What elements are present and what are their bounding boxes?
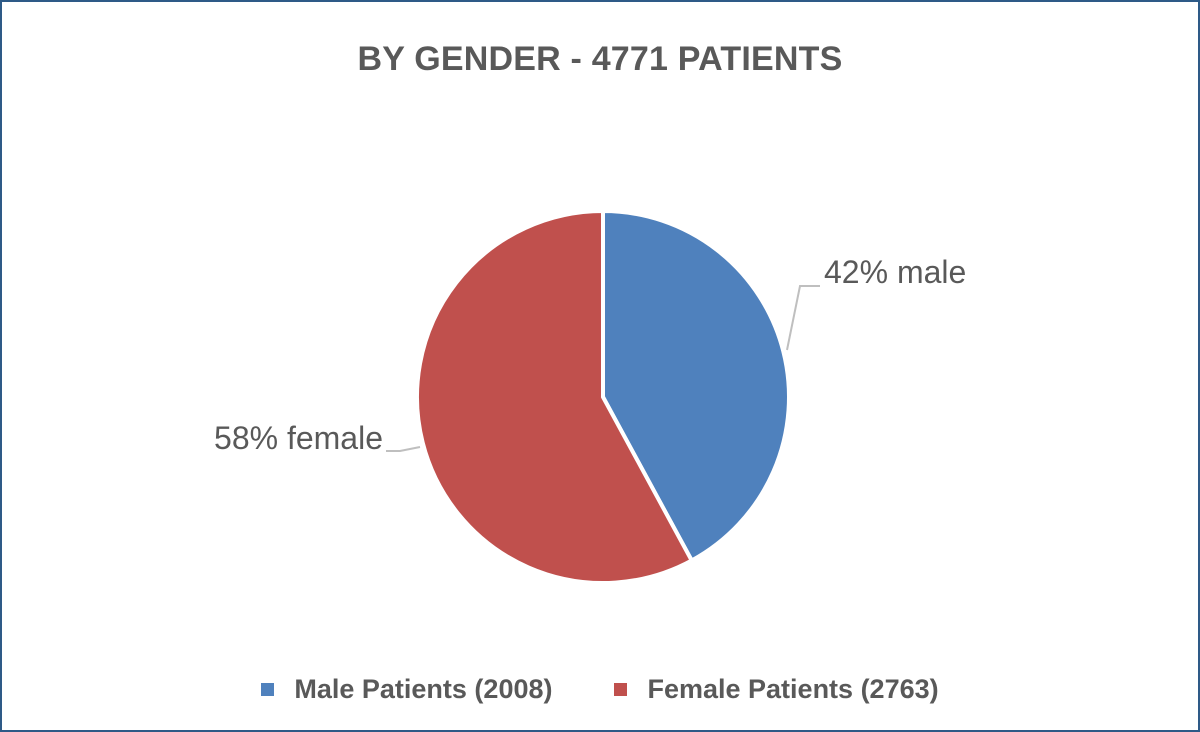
pie-slice-female [415, 209, 694, 585]
legend-item-female: Female Patients (2763) [614, 674, 939, 705]
chart-title: BY GENDER - 4771 PATIENTS [357, 40, 843, 78]
legend-label-male: Male Patients (2008) [294, 674, 553, 704]
legend-item-male: Male Patients (2008) [261, 674, 552, 705]
legend: Male Patients (2008) Female Patients (27… [2, 674, 1198, 705]
leader-line-female [386, 446, 421, 452]
legend-swatch-female [614, 683, 628, 696]
pie-slice-male [601, 209, 791, 563]
data-label-female: 58% female [214, 420, 383, 456]
leader-line-male [786, 285, 820, 351]
data-label-male: 42% male [824, 254, 966, 290]
pie-slices [415, 209, 791, 585]
legend-label-female: Female Patients (2763) [647, 674, 939, 704]
leader-lines [386, 285, 820, 452]
legend-swatch-male [261, 683, 275, 696]
